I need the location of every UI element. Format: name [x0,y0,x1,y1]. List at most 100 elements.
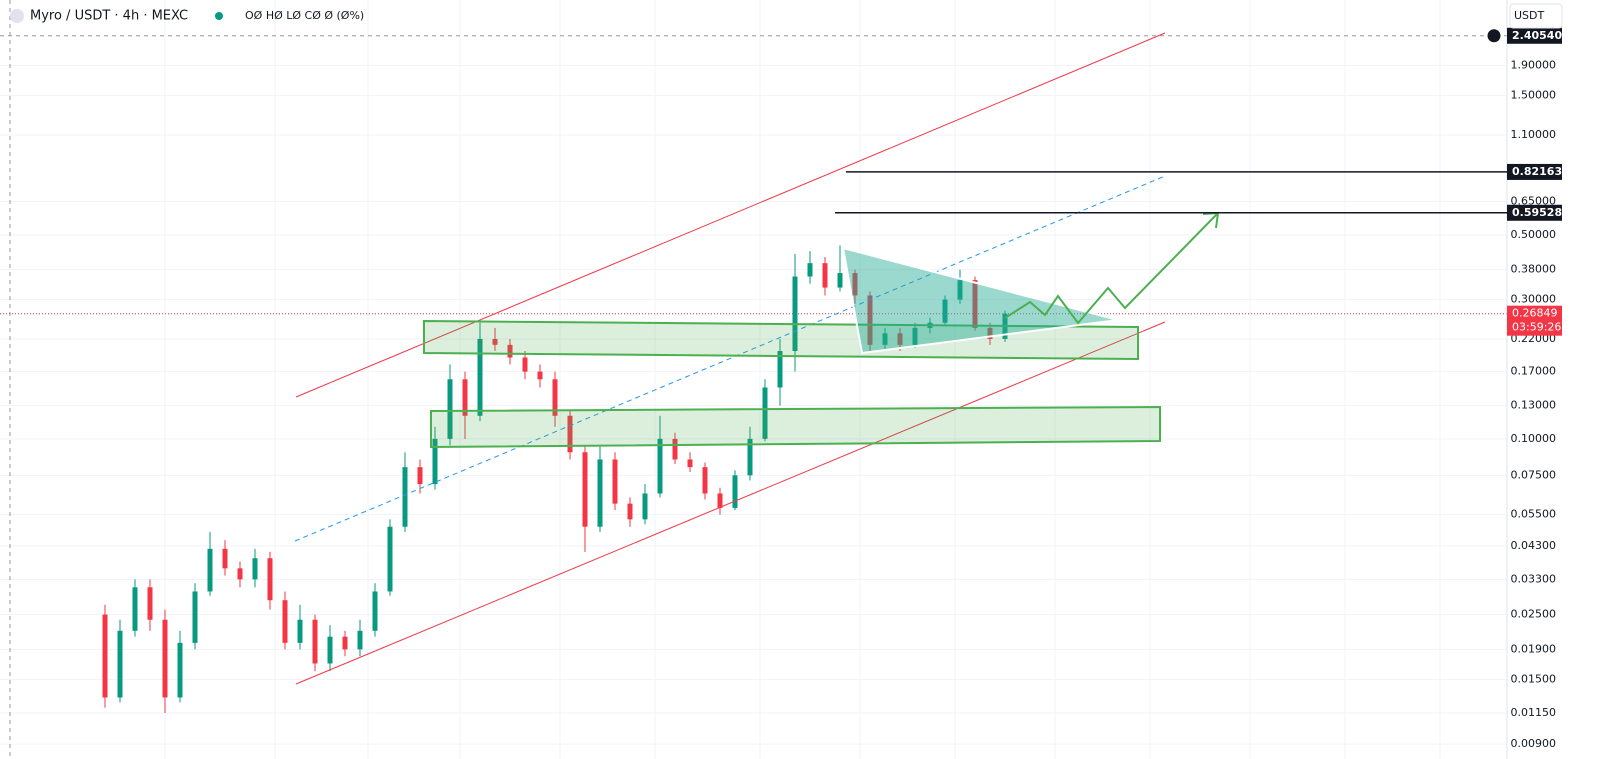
candle-body [717,493,723,508]
candle-body [147,587,153,620]
price-axis [1507,0,1599,759]
triangle [841,246,1119,355]
candle-body [837,273,843,288]
channel-bottom [295,321,1166,685]
y-tick-label: 0.02500 [1511,608,1557,621]
symbol-icon [10,9,24,23]
candle-body [267,558,273,601]
candle-body [387,526,393,592]
symbol-title: Myro / USDT · 4h · MEXC [30,9,188,24]
axis-labels: 1.90000 1.50000 1.10000 0.65000 0.50000 0.380… [1486,27,1562,750]
y-tick-label: 1.50000 [1511,89,1557,102]
candle-body [552,379,558,416]
add-button [1486,28,1502,44]
y-tick-label: 1.10000 [1511,128,1557,141]
candle-body [807,263,813,277]
candle-body [492,338,498,345]
price-tag [1507,204,1562,221]
price-tag-label: 0.82163 [1512,165,1562,178]
y-tick-label: 0.10000 [1511,432,1557,445]
candle-body [612,459,618,504]
candle-body [327,636,333,664]
candle-body [582,452,588,527]
ohlc-values: OØ HØ LØ CØ Ø (Ø%) [245,9,364,22]
price-tag [1507,163,1562,180]
candle-body [252,558,258,580]
candle-body [297,619,303,643]
currency-button[interactable] [1509,3,1563,29]
currency-label[interactable]: USDT [1514,9,1545,22]
header: Myro / USDT · 4h · MEXC OØ HØ LØ CØ Ø (Ø… [10,3,1563,29]
candle-body [567,415,573,453]
y-tick-label: 0.05500 [1511,508,1557,521]
candle-body [867,295,873,345]
y-tick-label: 0.01150 [1511,706,1557,719]
status-dot [215,12,223,20]
drawings [294,32,1220,685]
countdown: 03:59:26 [1512,321,1561,334]
projection-arrow [1004,212,1219,325]
candle-body [342,636,348,650]
y-tick-label: 0.04300 [1511,539,1557,552]
y-tick-label: 0.01500 [1511,672,1557,685]
y-tick-label: 0.03300 [1511,572,1557,585]
candle-body [642,493,648,520]
candles [102,245,1008,714]
candle-body [702,467,708,494]
y-tick-label: 0.01900 [1511,642,1557,655]
y-tick-label: 0.65000 [1511,195,1557,208]
candle-body [192,591,198,643]
candle-body [957,280,963,300]
candle-body [987,327,993,339]
candle-body [777,351,783,388]
channel-mid [294,175,1166,542]
y-tick-label: 0.38000 [1511,263,1557,276]
candle-body [657,438,663,494]
crosshair-tag [1507,27,1562,44]
y-tick-label: 0.00900 [1511,737,1557,750]
candle-body [687,459,693,468]
candle-body [882,333,888,345]
candle-body [402,467,408,527]
candle-body [282,600,288,643]
candle-body [372,591,378,631]
candle-body [357,630,363,650]
candle-body [972,280,978,328]
candle-body [177,642,183,698]
y-tick-label: 1.90000 [1511,59,1557,72]
y-tick-label: 0.07500 [1511,468,1557,481]
channel-top [295,32,1166,398]
candle-body [792,276,798,352]
candle-body [312,619,318,664]
candle-body [672,438,678,460]
candle-body [597,459,603,527]
candle-body [942,299,948,323]
candle-body [102,614,108,698]
candle-body [462,379,468,416]
candle-body [132,587,138,631]
zone-lower [430,405,1161,449]
grid [0,0,1507,759]
candle-body [507,344,513,358]
candle-body [117,630,123,698]
candle-body [897,333,903,345]
crosshair-label: 2.40540 [1512,29,1562,42]
candle-body [732,475,738,508]
candle-body [852,273,858,296]
candle-body [417,467,423,485]
candle-body [522,357,528,372]
candle-body [537,371,543,380]
y-tick-label: 0.30000 [1511,293,1557,306]
candle-body [762,387,768,439]
y-tick-label: 0.50000 [1511,228,1557,241]
candle-body [432,438,438,485]
candle-body [237,568,243,580]
candle-body [162,619,168,698]
current-price-tag [1507,305,1562,336]
y-tick-label: 0.13000 [1511,399,1557,412]
zone-upper [423,319,1139,361]
y-tick-label: 0.17000 [1511,365,1557,378]
price-tag-label: 0.59528 [1512,206,1562,219]
candle-body [222,548,228,569]
